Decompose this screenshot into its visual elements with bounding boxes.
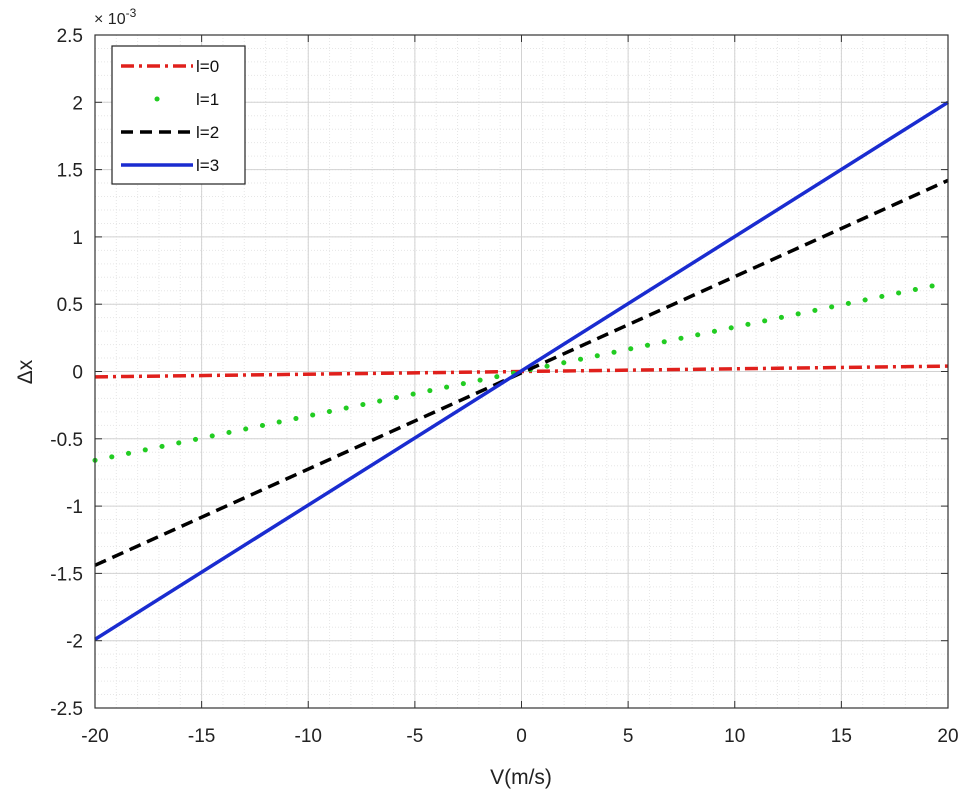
x-tick-label: -10 (295, 726, 322, 747)
series-layer (92, 100, 951, 641)
tick-marks (94, 34, 949, 709)
y-axis-label: Δx (14, 359, 37, 384)
legend-label: l=1 (196, 90, 219, 109)
y-multiplier-exponent: -3 (126, 6, 137, 20)
x-tick-label: -20 (81, 726, 108, 747)
x-axis-label: V(m/s) (490, 766, 552, 789)
y-tick-label: -2 (66, 632, 83, 653)
x-tick-labels: -20 -15 -10 -5 0 5 10 15 20 (81, 726, 958, 747)
x-tick-label: -15 (188, 726, 215, 747)
y-tick-label: -1.5 (50, 564, 83, 585)
x-tick-label: 5 (623, 726, 634, 747)
legend: l=0 l=1 l=2 l=3 (111, 45, 246, 185)
legend-items: l=0 l=1 l=2 l=3 (121, 57, 219, 175)
y-multiplier: × 10-3 (94, 6, 137, 28)
series-line-l-3 (94, 100, 949, 641)
y-tick-label: -2.5 (50, 699, 83, 720)
x-tick-label: 10 (724, 726, 745, 747)
major-grid (94, 34, 949, 709)
y-tick-label: 1 (72, 228, 83, 249)
legend-label: l=3 (196, 156, 219, 175)
y-tick-labels: -2.5 -2 -1.5 -1 -0.5 0 0.5 1 1.5 2 2.5 (50, 26, 83, 720)
legend-label: l=0 (196, 57, 219, 76)
y-tick-label: -1 (66, 497, 83, 518)
legend-label: l=2 (196, 123, 219, 142)
x-tick-label: 15 (831, 726, 852, 747)
x-tick-label: 0 (516, 726, 527, 747)
y-tick-label: -0.5 (50, 430, 83, 451)
y-tick-label: 1.5 (57, 161, 83, 182)
y-multiplier-base: × 10 (94, 11, 126, 28)
legend-box (111, 45, 246, 185)
y-tick-label: 2 (72, 93, 83, 114)
y-tick-label: 0 (72, 363, 83, 384)
y-tick-label: 2.5 (57, 26, 83, 47)
x-tick-label: 20 (937, 726, 958, 747)
y-tick-label: 0.5 (57, 295, 83, 316)
x-tick-label: -5 (406, 726, 423, 747)
